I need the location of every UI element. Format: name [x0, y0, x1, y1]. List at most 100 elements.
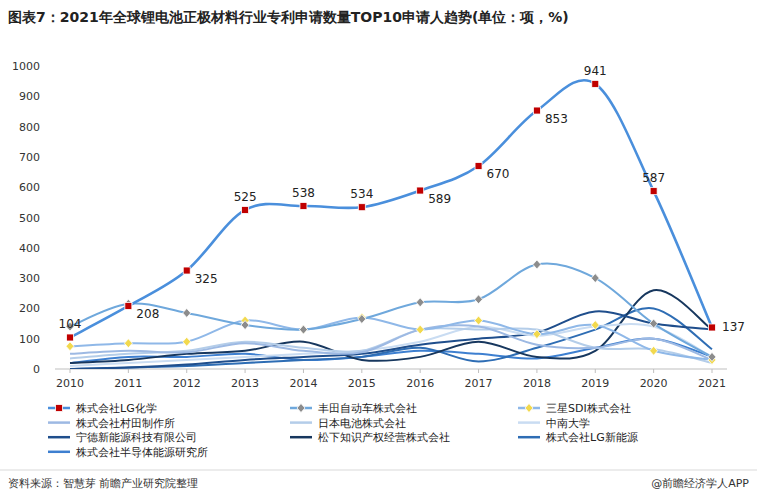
data-label: 525 — [234, 190, 257, 204]
y-tick-label: 0 — [33, 363, 40, 376]
x-axis — [55, 369, 727, 370]
x-tick — [595, 369, 596, 373]
series-line — [70, 311, 712, 369]
credit: @前瞻经济学人APP — [651, 477, 749, 490]
data-label: 587 — [642, 171, 665, 185]
x-tick — [245, 369, 246, 373]
chart: 图表7：2021年全球锂电池正极材料行业专利申请数量TOP10申请人趋势(单位：… — [0, 0, 757, 502]
legend-label: 日本电池株式会社 — [318, 417, 406, 430]
x-tick-label: 2017 — [465, 377, 493, 390]
x-tick — [653, 369, 654, 373]
x-tick-label: 2016 — [406, 377, 434, 390]
y-tick-label: 900 — [19, 90, 40, 103]
series-line — [70, 290, 712, 363]
x-tick — [420, 369, 421, 373]
footer-divider — [0, 470, 757, 471]
legend-label: 中南大学 — [546, 417, 590, 430]
y-tick — [42, 156, 46, 157]
point-marker — [358, 315, 366, 324]
x-tick-label: 2015 — [348, 377, 376, 390]
point-marker — [183, 267, 190, 274]
x-tick-label: 2019 — [581, 377, 609, 390]
legend-marker — [525, 404, 533, 413]
legend-swatch — [48, 436, 70, 439]
legend-label: 宁德新能源科技有限公司 — [76, 431, 197, 444]
x-tick-label: 2021 — [698, 377, 726, 390]
y-tick-label: 700 — [19, 151, 40, 164]
y-tick — [42, 187, 46, 188]
legend-label: 株式会社村田制作所 — [75, 417, 175, 430]
series-line — [70, 264, 712, 357]
point-marker — [708, 352, 716, 361]
legend-marker — [297, 404, 305, 413]
x-tick — [536, 369, 537, 373]
legend-label: 丰田自动车株式会社 — [318, 402, 417, 415]
point-marker — [299, 325, 307, 334]
y-tick-label: 1000 — [12, 60, 40, 73]
data-label: 137 — [722, 320, 745, 334]
title: 图表7：2021年全球锂电池正极材料行业专利申请数量TOP10申请人趋势(单位：… — [8, 9, 569, 25]
legend-label: 株式会社LG新能源 — [545, 431, 638, 444]
point-marker — [591, 321, 599, 330]
legend-swatch — [48, 421, 70, 424]
point-marker — [183, 337, 191, 346]
legend-label: 三星SDI株式会社 — [546, 402, 631, 415]
x-tick-label: 2010 — [56, 377, 84, 390]
background — [0, 0, 757, 502]
y-tick — [42, 369, 46, 370]
data-label: 104 — [59, 317, 82, 331]
point-marker — [242, 206, 249, 213]
y-tick-label: 100 — [19, 333, 40, 346]
y-tick — [42, 338, 46, 339]
plot-area — [66, 80, 716, 369]
data-label: 208 — [136, 307, 159, 321]
legend-swatch — [48, 451, 70, 454]
point-marker — [417, 187, 424, 194]
data-label: 589 — [428, 192, 451, 206]
point-marker — [300, 202, 307, 209]
point-marker — [416, 325, 424, 334]
x-tick-label: 2018 — [523, 377, 551, 390]
legend-marker — [56, 405, 63, 412]
y-tick-label: 500 — [19, 212, 40, 225]
point-marker — [125, 302, 132, 309]
y-tick-label: 400 — [19, 242, 40, 255]
point-marker — [416, 298, 424, 307]
x-tick-label: 2020 — [640, 377, 668, 390]
x-tick-label: 2013 — [231, 377, 259, 390]
point-marker — [592, 80, 599, 87]
x-tick-label: 2011 — [114, 377, 142, 390]
point-marker — [66, 342, 74, 351]
point-marker — [533, 260, 541, 269]
legend-swatch — [290, 421, 312, 424]
series-line — [70, 317, 712, 359]
point-marker — [591, 274, 599, 283]
point-marker — [475, 162, 482, 169]
point-marker — [358, 204, 365, 211]
point-marker — [650, 188, 657, 195]
point-marker — [241, 321, 249, 330]
legend-swatch — [518, 436, 540, 439]
legend-label: 株式会社半导体能源研究所 — [75, 446, 208, 459]
y-tick — [42, 217, 46, 218]
point-marker — [475, 316, 483, 325]
x-tick — [128, 369, 129, 373]
y-tick-label: 300 — [19, 272, 40, 285]
legend-label: 株式会社LG化学 — [75, 402, 157, 415]
data-label: 941 — [584, 64, 607, 78]
x-tick — [478, 369, 479, 373]
y-tick — [42, 247, 46, 248]
data-labels: 104208325525538534589670853941587137 — [59, 64, 745, 335]
source-note: 资料来源：智慧芽 前瞻产业研究院整理 — [8, 477, 199, 490]
point-marker — [533, 107, 540, 114]
point-marker — [124, 339, 132, 348]
point-marker — [709, 324, 716, 331]
y-tick — [42, 308, 46, 309]
point-marker — [650, 346, 658, 355]
y-tick — [42, 96, 46, 97]
data-label: 670 — [487, 167, 510, 181]
data-label: 325 — [195, 272, 218, 286]
x-tick — [361, 369, 362, 373]
point-marker — [533, 330, 541, 339]
y-tick-label: 800 — [19, 121, 40, 134]
